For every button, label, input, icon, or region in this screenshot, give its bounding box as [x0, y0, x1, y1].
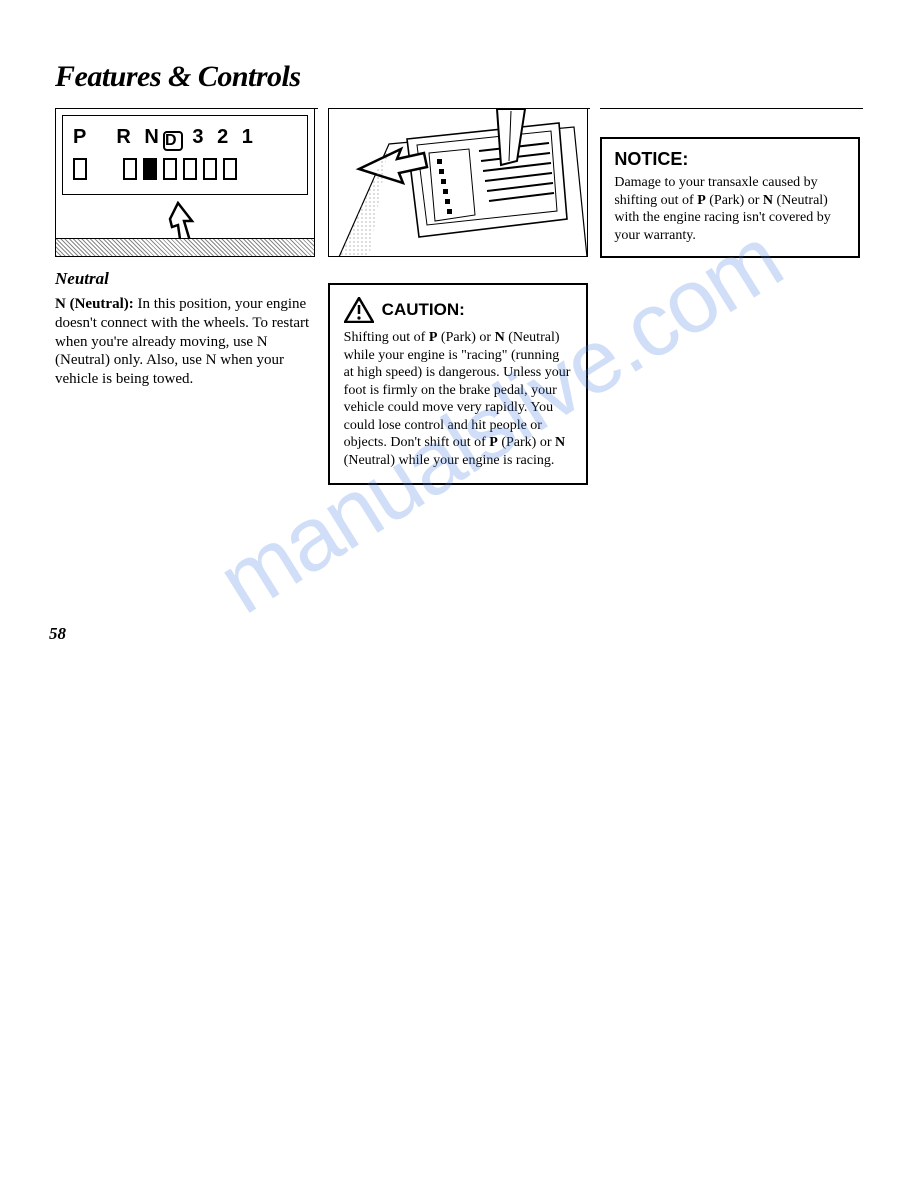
gear-indicator-display: P R ND 3 2 1 — [62, 115, 308, 195]
caution-text: Shifting out of P (Park) or N (Neutral) … — [344, 329, 572, 469]
gear-n: N — [144, 126, 162, 148]
manual-page: Features & Controls P R ND 3 2 1 — [55, 60, 863, 638]
column-right: NOTICE: Damage to your transaxle caused … — [600, 108, 863, 638]
notice-text: Damage to your transaxle caused by shift… — [614, 174, 846, 244]
indicator-box — [123, 158, 137, 180]
caution-label: CAUTION: — [382, 300, 465, 320]
notice-callout: NOTICE: Damage to your transaxle caused … — [600, 137, 860, 258]
gear-rest: R ND 3 2 1 — [116, 126, 257, 151]
gear-p: P — [73, 126, 86, 151]
indicator-box — [183, 158, 197, 180]
column-left: P R ND 3 2 1 — [55, 108, 318, 638]
stipple-ground — [56, 238, 314, 256]
indicator-box — [203, 158, 217, 180]
indicator-box — [73, 158, 87, 180]
neutral-heading: Neutral — [55, 269, 318, 289]
column-middle: CAUTION: Shifting out of P (Park) or N (… — [328, 108, 591, 638]
indicator-box — [223, 158, 237, 180]
shifter-console-figure — [328, 109, 588, 257]
notice-label: NOTICE: — [614, 149, 846, 170]
gear-labels-row: P R ND 3 2 1 — [73, 126, 297, 151]
gear-d-circled: D — [163, 131, 183, 151]
gear-2: 2 — [217, 126, 232, 148]
gear-indicator-boxes — [73, 158, 297, 180]
gear-1: 1 — [242, 126, 257, 148]
page-number: 58 — [49, 624, 66, 644]
caution-callout: CAUTION: Shifting out of P (Park) or N (… — [328, 283, 588, 485]
caution-header: CAUTION: — [344, 297, 572, 323]
neutral-lead: N (Neutral): — [55, 296, 137, 312]
warning-triangle-icon — [344, 297, 374, 323]
three-column-layout: P R ND 3 2 1 — [55, 108, 863, 638]
gear-r: R — [116, 126, 134, 148]
shifter-svg — [329, 109, 588, 257]
indicator-box-selected — [143, 158, 157, 180]
gear-3: 3 — [192, 126, 207, 148]
neutral-body: N (Neutral): In this position, your engi… — [55, 295, 318, 389]
indicator-box — [163, 158, 177, 180]
gear-indicator-figure: P R ND 3 2 1 — [55, 109, 315, 257]
section-title: Features & Controls — [55, 60, 863, 94]
